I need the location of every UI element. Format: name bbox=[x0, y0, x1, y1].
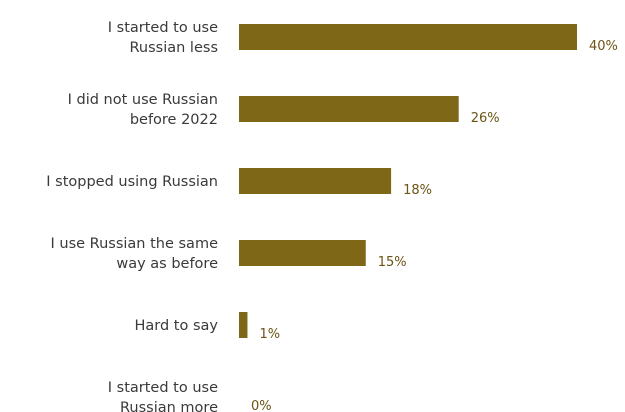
value-label: 1% bbox=[259, 327, 280, 342]
value-label: 40% bbox=[589, 39, 618, 54]
bar bbox=[239, 96, 459, 122]
category-label: I started to use bbox=[108, 20, 218, 36]
category-label: Russian more bbox=[120, 400, 218, 412]
bar bbox=[239, 240, 366, 266]
value-label: 26% bbox=[471, 111, 500, 126]
category-label: I use Russian the same bbox=[51, 236, 219, 252]
category-label: Hard to say bbox=[135, 318, 219, 334]
category-label: way as before bbox=[116, 256, 218, 272]
category-label: I started to use bbox=[108, 380, 218, 396]
category-label: Russian less bbox=[130, 40, 219, 56]
bar bbox=[239, 312, 248, 338]
category-label: before 2022 bbox=[130, 112, 218, 128]
value-label: 0% bbox=[251, 399, 272, 412]
value-label: 18% bbox=[403, 183, 432, 198]
bar bbox=[239, 24, 577, 50]
bar bbox=[239, 168, 392, 194]
category-label: I stopped using Russian bbox=[46, 174, 218, 190]
value-label: 15% bbox=[378, 255, 407, 270]
category-label: I did not use Russian bbox=[68, 92, 218, 108]
